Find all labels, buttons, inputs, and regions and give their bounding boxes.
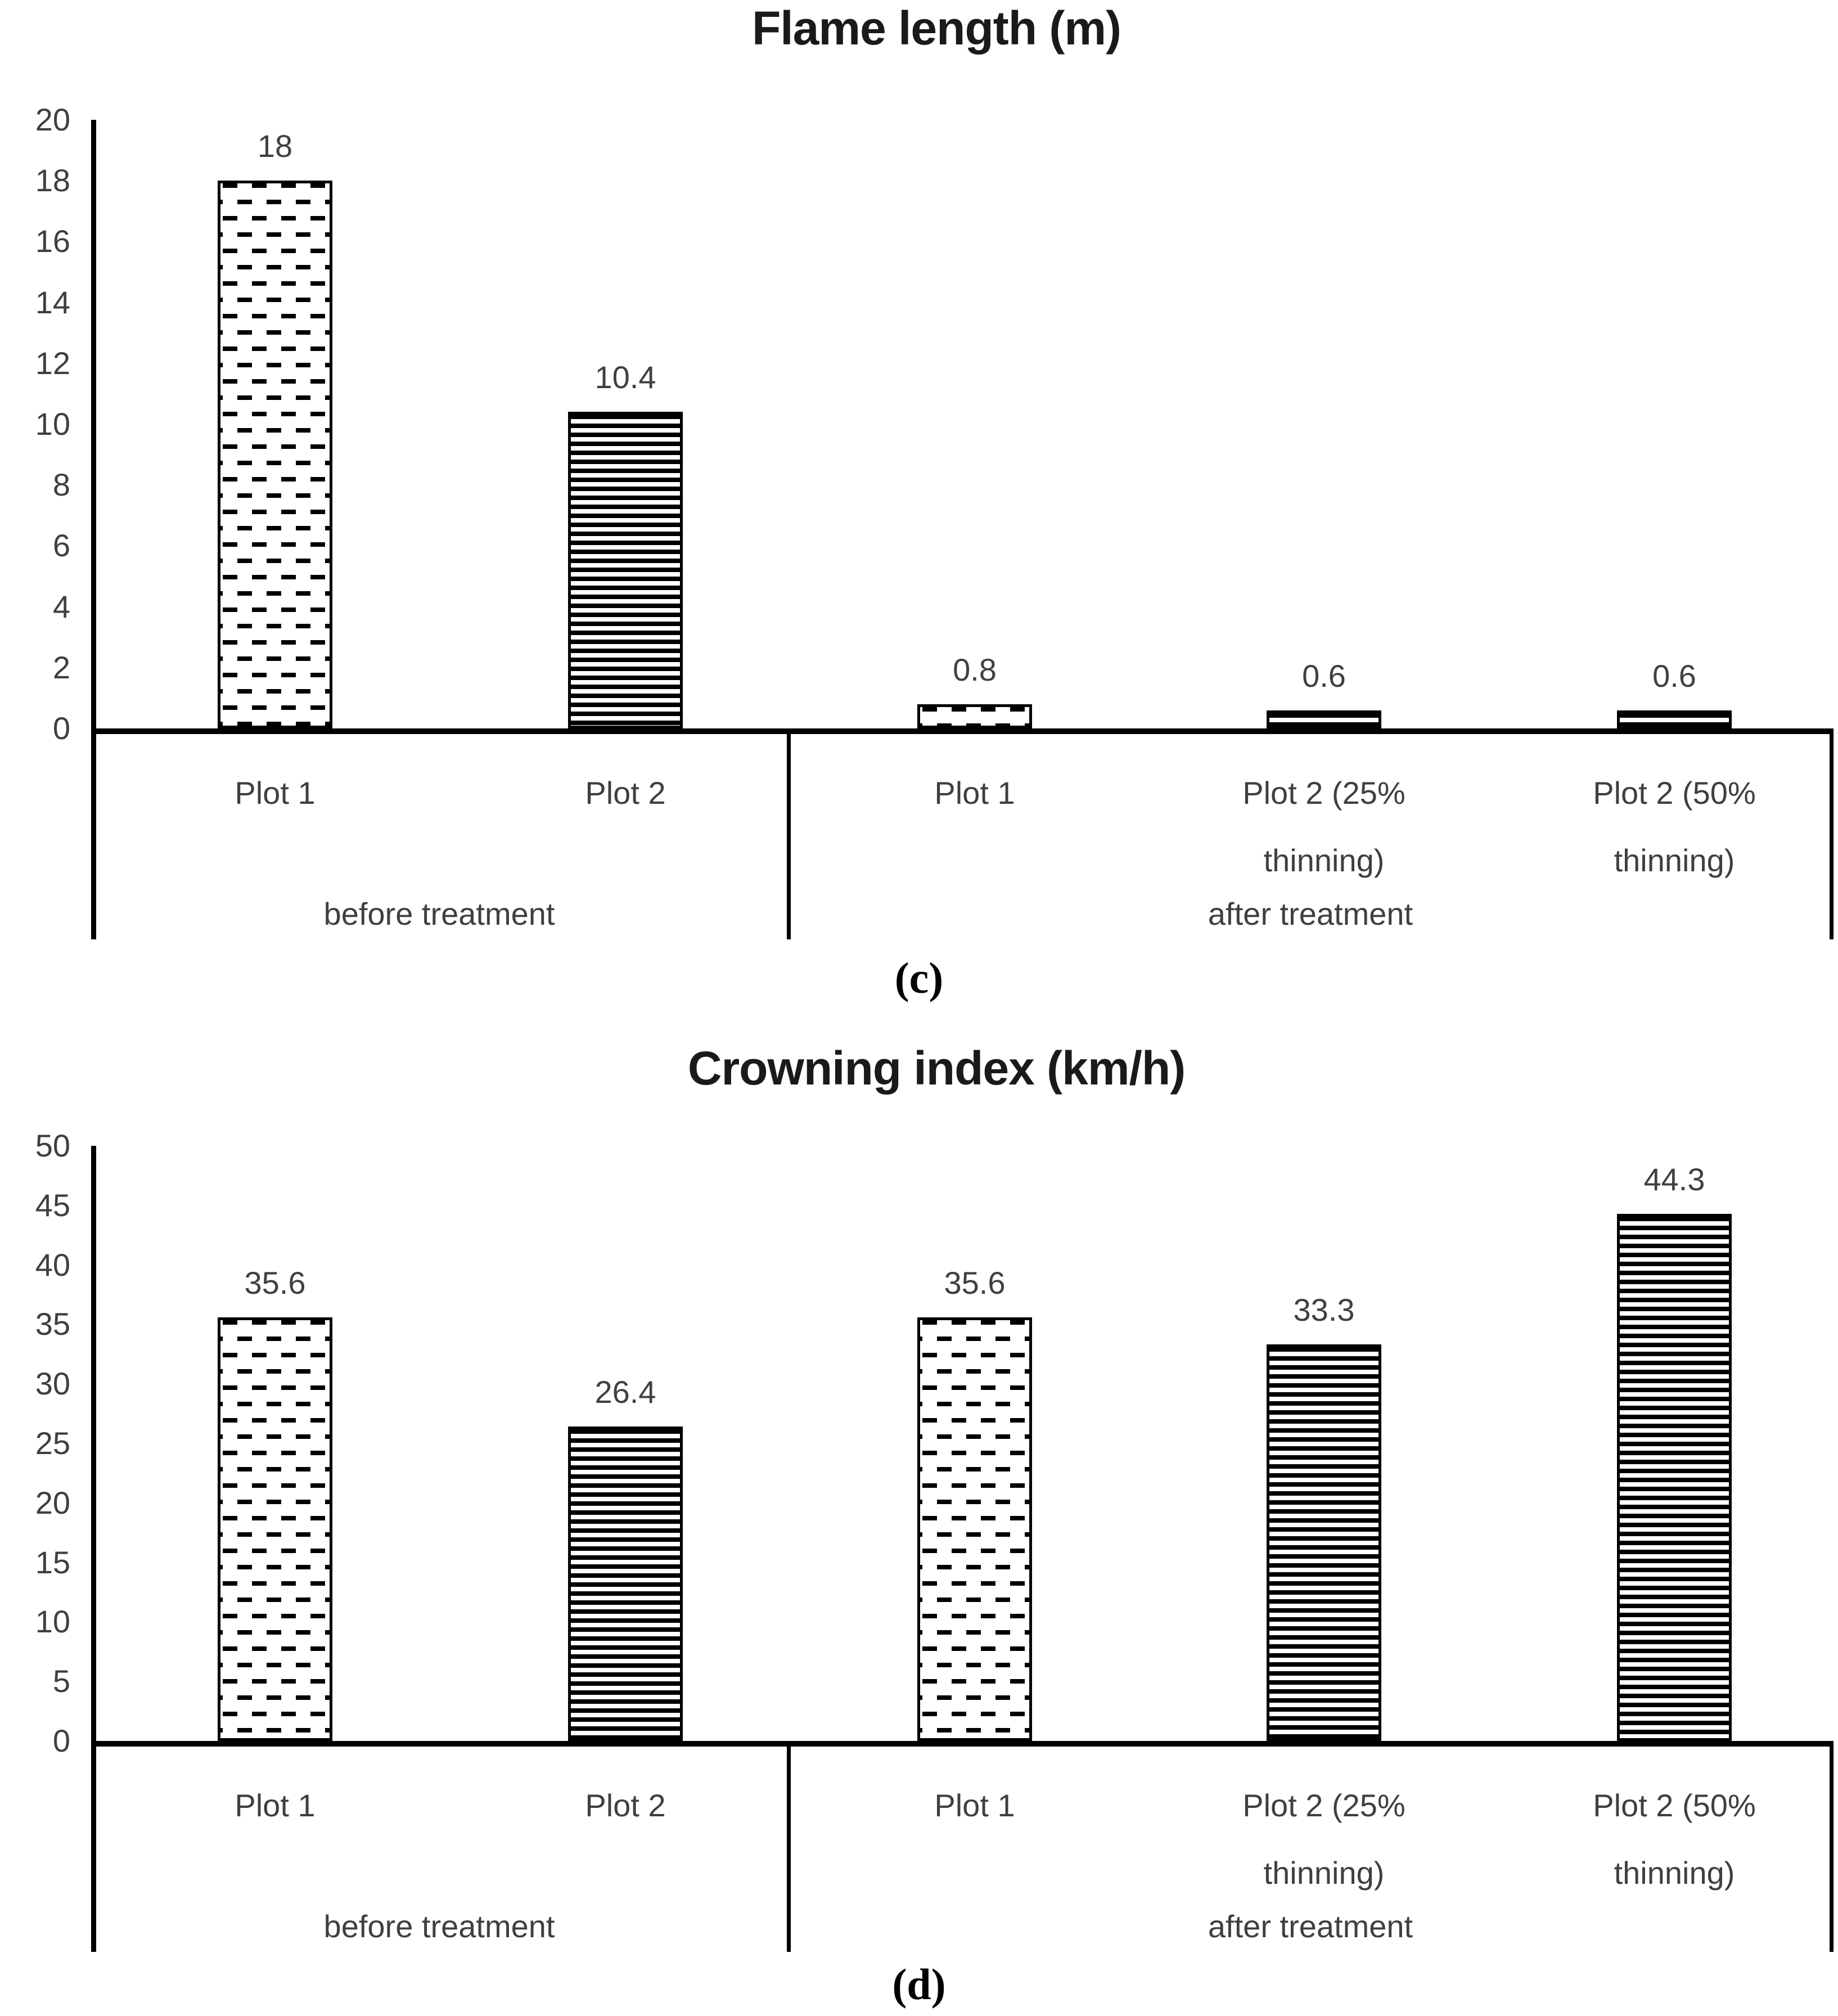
bar (218, 181, 332, 728)
bar (218, 1317, 332, 1741)
y-tick-label: 8 (52, 467, 70, 502)
y-tick-label: 14 (35, 285, 70, 320)
category-label: Plot 2 (50% (1593, 775, 1756, 811)
chart-title-flame-length: Flame length (m) (751, 2, 1121, 55)
y-tick-label: 35 (35, 1306, 70, 1342)
y-tick-label: 2 (52, 650, 70, 685)
y-tick-label: 6 (52, 528, 70, 563)
panel-label-c: (c) (894, 953, 944, 1002)
y-tick-label: 0 (52, 1723, 70, 1758)
category-label: Plot 1 (934, 1788, 1015, 1823)
bar-value-label: 18 (257, 128, 293, 164)
category-label: Plot 2 (25% (1242, 1788, 1405, 1823)
chart-flame-length: Flame length (m) (c) 20 18 16 14 12 10 8 6 4 2 0 18… (35, 2, 1834, 1002)
group-label: before treatment (323, 1909, 555, 1944)
category-label: Plot 1 (934, 775, 1015, 811)
panel-label-d: (d) (892, 1960, 946, 2009)
y-tick-label: 0 (52, 710, 70, 746)
bar-value-label: 26.4 (594, 1374, 656, 1410)
bar (917, 1317, 1032, 1741)
bar-value-label: 35.6 (244, 1265, 306, 1300)
y-tick-label: 30 (35, 1366, 70, 1401)
bar (568, 412, 683, 728)
group-label: after treatment (1208, 896, 1413, 932)
y-tick-label: 18 (35, 163, 70, 198)
plot-area (91, 120, 1834, 734)
bar-value-label: 44.3 (1643, 1162, 1705, 1197)
bar-value-label: 0.8 (953, 652, 997, 687)
category-label: Plot 1 (235, 775, 316, 811)
chart-crowning-index: Crowning index (km/h) (d) 50 45 40 35 30 25 20… (0, 1010, 1838, 2016)
category-label: Plot 2 (585, 775, 666, 811)
category-label: thinning) (1263, 1855, 1385, 1891)
bar-value-label: 0.6 (1652, 658, 1696, 694)
y-tick-label: 10 (35, 1604, 70, 1639)
bar-value-label: 10.4 (594, 359, 656, 395)
y-tick-label: 20 (35, 1485, 70, 1520)
category-axis-group-divider (787, 734, 791, 939)
bar (1617, 710, 1732, 728)
y-tick-label: 12 (35, 345, 70, 381)
y-tick-label: 20 (35, 102, 70, 137)
bar-value-label: 35.6 (944, 1265, 1006, 1300)
y-tick-label: 50 (35, 1128, 70, 1163)
chart-title-crowning-index: Crowning index (km/h) (687, 1042, 1186, 1095)
group-label: before treatment (323, 896, 555, 932)
y-tick-label: 10 (35, 406, 70, 442)
category-axis-left-line (91, 1747, 96, 1952)
category-axis-left-line (91, 734, 96, 939)
y-tick-label: 15 (35, 1545, 70, 1580)
category-axis-group-divider (787, 1747, 791, 1952)
bar (1267, 1344, 1381, 1741)
bar (1267, 710, 1381, 728)
y-tick-label: 16 (35, 223, 70, 259)
category-label: Plot 2 (50% (1593, 1788, 1756, 1823)
y-tick-label: 25 (35, 1425, 70, 1461)
y-tick-label: 4 (52, 589, 70, 624)
category-label: Plot 1 (235, 1788, 316, 1823)
category-label: Plot 2 (25% (1242, 775, 1405, 811)
category-label: thinning) (1263, 843, 1385, 878)
bar (917, 704, 1032, 728)
y-tick-label: 40 (35, 1247, 70, 1282)
y-tick-label: 45 (35, 1187, 70, 1223)
y-tick-label: 5 (52, 1663, 70, 1699)
group-label: after treatment (1208, 1909, 1413, 1944)
bar (1617, 1214, 1732, 1741)
category-label: Plot 2 (585, 1788, 666, 1823)
bar-value-label: 33.3 (1293, 1292, 1355, 1328)
category-axis-right-line (1830, 734, 1834, 939)
bar-value-label: 0.6 (1302, 658, 1346, 694)
plot-area (91, 1146, 1834, 1747)
bar (568, 1426, 683, 1741)
category-axis-right-line (1830, 1747, 1834, 1952)
category-label: thinning) (1614, 1855, 1735, 1891)
category-label: thinning) (1614, 843, 1735, 878)
